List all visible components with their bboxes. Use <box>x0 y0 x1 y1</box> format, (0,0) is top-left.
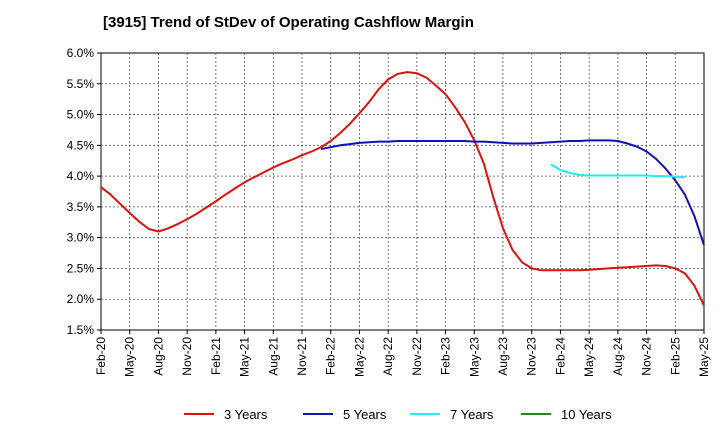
legend-label: 7 Years <box>450 407 494 422</box>
y-tick-label: 6.0% <box>67 46 95 60</box>
y-tick-label: 4.0% <box>67 169 95 183</box>
x-tick-label: Nov-24 <box>640 337 654 376</box>
plot-frame <box>100 52 705 331</box>
x-tick-label: Feb-23 <box>439 337 453 375</box>
x-tick-label: Aug-20 <box>151 337 165 376</box>
x-tick-label: Feb-20 <box>94 337 108 375</box>
x-tick-label: Feb-22 <box>324 337 338 375</box>
y-tick-label: 2.5% <box>67 261 95 275</box>
x-tick-label: Nov-20 <box>180 337 194 376</box>
y-tick-label: 1.5% <box>67 323 95 337</box>
x-tick-label: May-24 <box>582 337 596 377</box>
x-tick-label: Feb-25 <box>668 337 682 375</box>
x-tick-label: Aug-23 <box>496 337 510 376</box>
x-tick-label: Aug-22 <box>381 337 395 376</box>
x-tick-label: Aug-21 <box>266 337 280 376</box>
x-tick-label: May-20 <box>123 337 137 377</box>
x-tick-label: Feb-24 <box>553 337 567 375</box>
x-tick-label: Feb-21 <box>209 337 223 375</box>
x-axis-ticks: Feb-20 May-20 Aug-20 Nov-20 Feb-21 May-21 Aug-… <box>94 330 711 377</box>
series-line-3-years <box>100 71 705 306</box>
legend-label: 5 Years <box>343 407 387 422</box>
y-tick-label: 5.5% <box>67 77 95 91</box>
legend: 3 Years 5 Years 7 Years 10 Years <box>184 407 612 422</box>
series-line-7-years <box>550 163 685 179</box>
y-tick-label: 3.0% <box>67 231 95 245</box>
y-tick-label: 5.0% <box>67 108 95 122</box>
plot-area <box>100 52 705 331</box>
y-axis-ticks: 6.0% 5.5% 5.0% 4.5% 4.0% 3.5% 3.0% 2.5% 2.0% 1.5% <box>67 46 101 337</box>
x-tick-label: Aug-24 <box>611 337 625 376</box>
x-tick-label: May-22 <box>352 337 366 377</box>
series-line-5-years <box>320 139 705 246</box>
x-tick-label: Nov-23 <box>525 337 539 376</box>
y-tick-label: 3.5% <box>67 200 95 214</box>
x-tick-label: Nov-21 <box>295 337 309 376</box>
y-tick-label: 2.0% <box>67 292 95 306</box>
x-tick-label: May-25 <box>697 337 711 377</box>
x-tick-label: Nov-22 <box>410 337 424 376</box>
y-tick-label: 4.5% <box>67 138 95 152</box>
x-tick-label: May-23 <box>467 337 481 377</box>
grid-lines <box>101 53 704 330</box>
series-lines <box>100 71 705 306</box>
x-tick-label: May-21 <box>238 337 252 377</box>
chart-title: [3915] Trend of StDev of Operating Cashf… <box>103 14 474 31</box>
legend-label: 3 Years <box>224 407 268 422</box>
legend-label: 10 Years <box>561 407 612 422</box>
